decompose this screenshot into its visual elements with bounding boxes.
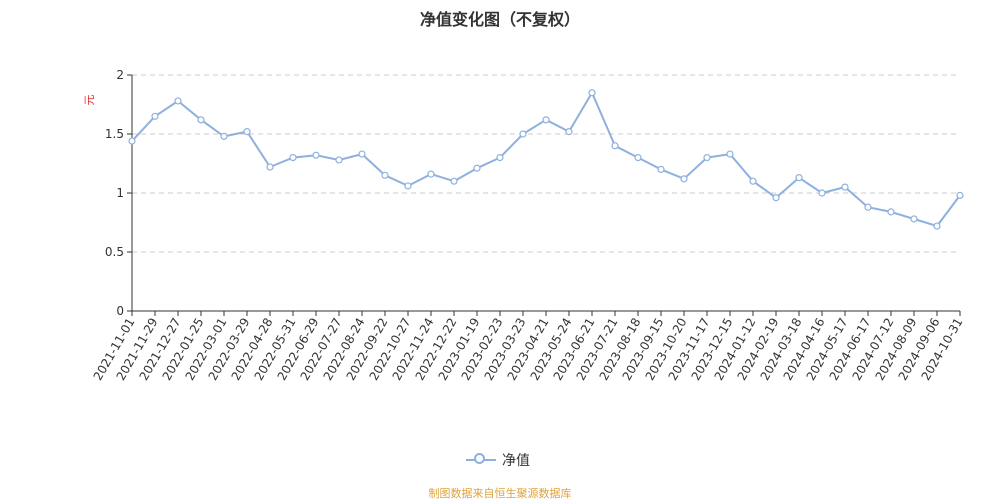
- y-tick-label: 2: [116, 68, 124, 82]
- y-tick-label: 1.5: [105, 127, 124, 141]
- chart-title: 净值变化图（不复权）: [419, 10, 580, 29]
- data-point[interactable]: [243, 128, 251, 136]
- data-point[interactable]: [151, 112, 159, 120]
- series-net-value: [128, 89, 964, 230]
- data-point[interactable]: [542, 116, 550, 124]
- data-point[interactable]: [956, 191, 964, 199]
- data-point[interactable]: [680, 175, 688, 183]
- data-point[interactable]: [910, 215, 918, 223]
- y-tick-label: 0.5: [105, 245, 124, 259]
- axes: 00.511.522021-11-012021-11-292021-12-272…: [91, 68, 966, 383]
- data-point[interactable]: [726, 150, 734, 158]
- data-point[interactable]: [427, 170, 435, 178]
- data-point[interactable]: [404, 182, 412, 190]
- data-point[interactable]: [703, 154, 711, 162]
- data-point[interactable]: [887, 208, 895, 216]
- data-point[interactable]: [933, 222, 941, 230]
- data-point[interactable]: [519, 130, 527, 138]
- legend[interactable]: 净值: [466, 450, 530, 470]
- data-point[interactable]: [174, 97, 182, 105]
- data-point[interactable]: [772, 194, 780, 202]
- data-point[interactable]: [381, 171, 389, 179]
- data-point[interactable]: [335, 156, 343, 164]
- data-point[interactable]: [749, 177, 757, 185]
- data-point[interactable]: [496, 154, 504, 162]
- data-point[interactable]: [841, 183, 849, 191]
- data-point[interactable]: [611, 142, 619, 150]
- data-point[interactable]: [818, 189, 826, 197]
- data-point[interactable]: [266, 163, 274, 171]
- data-point[interactable]: [565, 128, 573, 136]
- data-point[interactable]: [197, 116, 205, 124]
- data-point[interactable]: [358, 150, 366, 158]
- data-point[interactable]: [220, 132, 228, 140]
- series-line: [131, 91, 961, 227]
- data-source-note: 制图数据来自恒生聚源数据库: [428, 487, 572, 500]
- data-point[interactable]: [588, 89, 596, 97]
- legend-label: 净值: [502, 453, 530, 469]
- y-tick-label: 0: [116, 304, 124, 318]
- legend-line-icon: [466, 452, 496, 468]
- data-point[interactable]: [312, 151, 320, 159]
- data-point[interactable]: [657, 165, 665, 173]
- data-point[interactable]: [864, 203, 872, 211]
- y-tick-label: 1: [116, 186, 124, 200]
- data-point[interactable]: [289, 154, 297, 162]
- data-point[interactable]: [795, 174, 803, 182]
- grid: [132, 74, 960, 253]
- data-point[interactable]: [128, 137, 136, 145]
- y-axis-label: 元: [83, 95, 96, 106]
- data-point[interactable]: [450, 177, 458, 185]
- data-point[interactable]: [634, 154, 642, 162]
- data-point[interactable]: [473, 164, 481, 172]
